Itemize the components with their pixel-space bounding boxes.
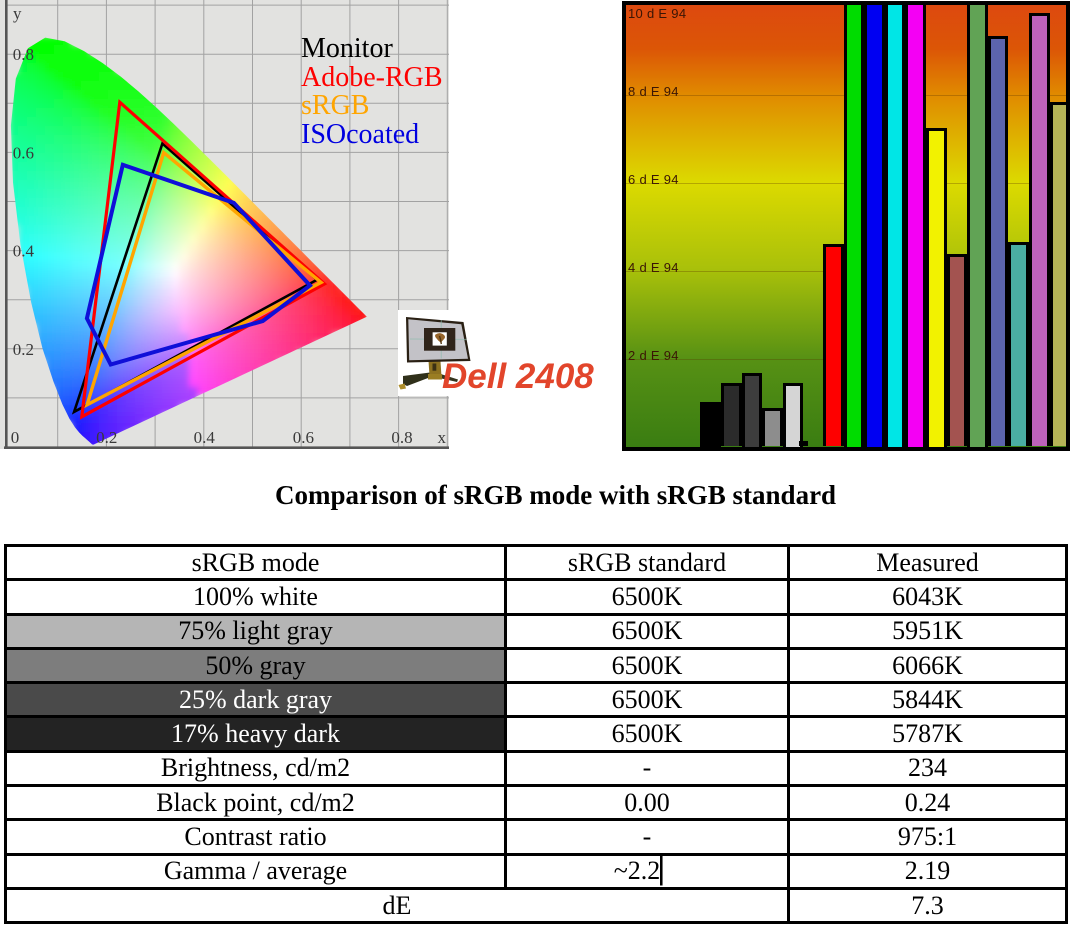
svg-text:0.8: 0.8 — [13, 45, 34, 64]
svg-text:0.2: 0.2 — [96, 428, 117, 447]
svg-text:0.4: 0.4 — [194, 428, 216, 447]
svg-text:0: 0 — [11, 428, 20, 447]
svg-text:0.6: 0.6 — [293, 428, 314, 447]
svg-text:y: y — [13, 4, 22, 23]
svg-text:0.8: 0.8 — [391, 428, 412, 447]
svg-text:0.4: 0.4 — [13, 242, 35, 261]
svg-text:x: x — [438, 428, 447, 447]
svg-text:0.6: 0.6 — [13, 143, 34, 162]
svg-text:0.2: 0.2 — [13, 340, 34, 359]
